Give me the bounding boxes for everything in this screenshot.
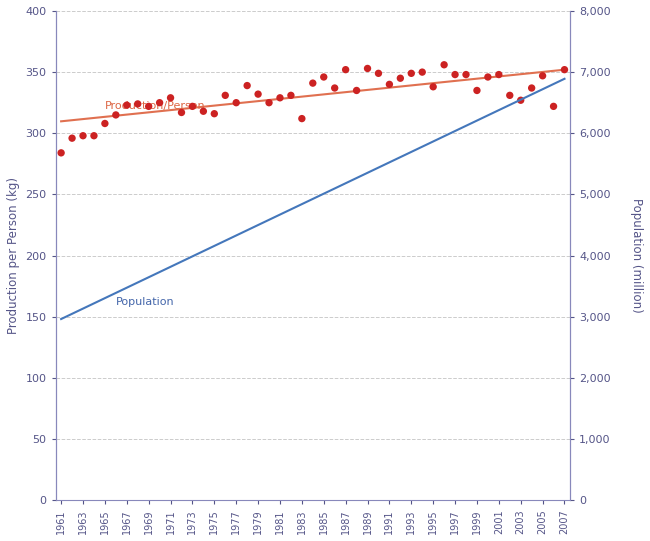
Point (122, 101, 132, 109)
Point (362, 64, 372, 73)
Point (450, 70, 460, 79)
Point (526, 84, 537, 93)
Point (318, 72, 329, 81)
Point (472, 86, 482, 95)
Point (296, 114, 307, 123)
Point (504, 91, 515, 100)
Point (428, 82, 438, 91)
Point (242, 81, 252, 90)
Text: Production/Person: Production/Person (105, 101, 205, 110)
Point (111, 110, 121, 119)
Point (406, 69, 417, 78)
Point (538, 71, 548, 80)
Point (341, 65, 351, 74)
Point (352, 86, 362, 95)
Point (307, 79, 318, 88)
Point (187, 102, 198, 111)
Point (286, 91, 296, 100)
Point (133, 100, 143, 108)
Point (144, 102, 154, 111)
Point (515, 96, 526, 104)
Y-axis label: Production per Person (kg): Production per Person (kg) (7, 177, 20, 334)
Point (176, 108, 187, 117)
Point (155, 98, 165, 107)
Point (264, 98, 274, 107)
Y-axis label: Population (million): Population (million) (630, 198, 643, 313)
Point (198, 107, 209, 116)
Point (439, 61, 449, 69)
Text: Population: Population (116, 297, 174, 307)
Point (417, 68, 428, 76)
Point (209, 109, 220, 118)
Point (384, 80, 395, 89)
Point (220, 91, 231, 100)
Point (253, 90, 263, 98)
Point (493, 70, 504, 79)
Point (78, 131, 88, 140)
Point (373, 69, 384, 78)
Point (559, 65, 569, 74)
Point (549, 102, 559, 111)
Point (395, 74, 406, 83)
Point (330, 84, 340, 93)
Point (67, 134, 77, 142)
Point (89, 131, 99, 140)
Point (275, 94, 285, 102)
Point (231, 98, 241, 107)
Point (483, 72, 493, 81)
Point (461, 70, 471, 79)
Point (56, 149, 66, 157)
Point (99, 119, 110, 128)
Point (165, 94, 176, 102)
